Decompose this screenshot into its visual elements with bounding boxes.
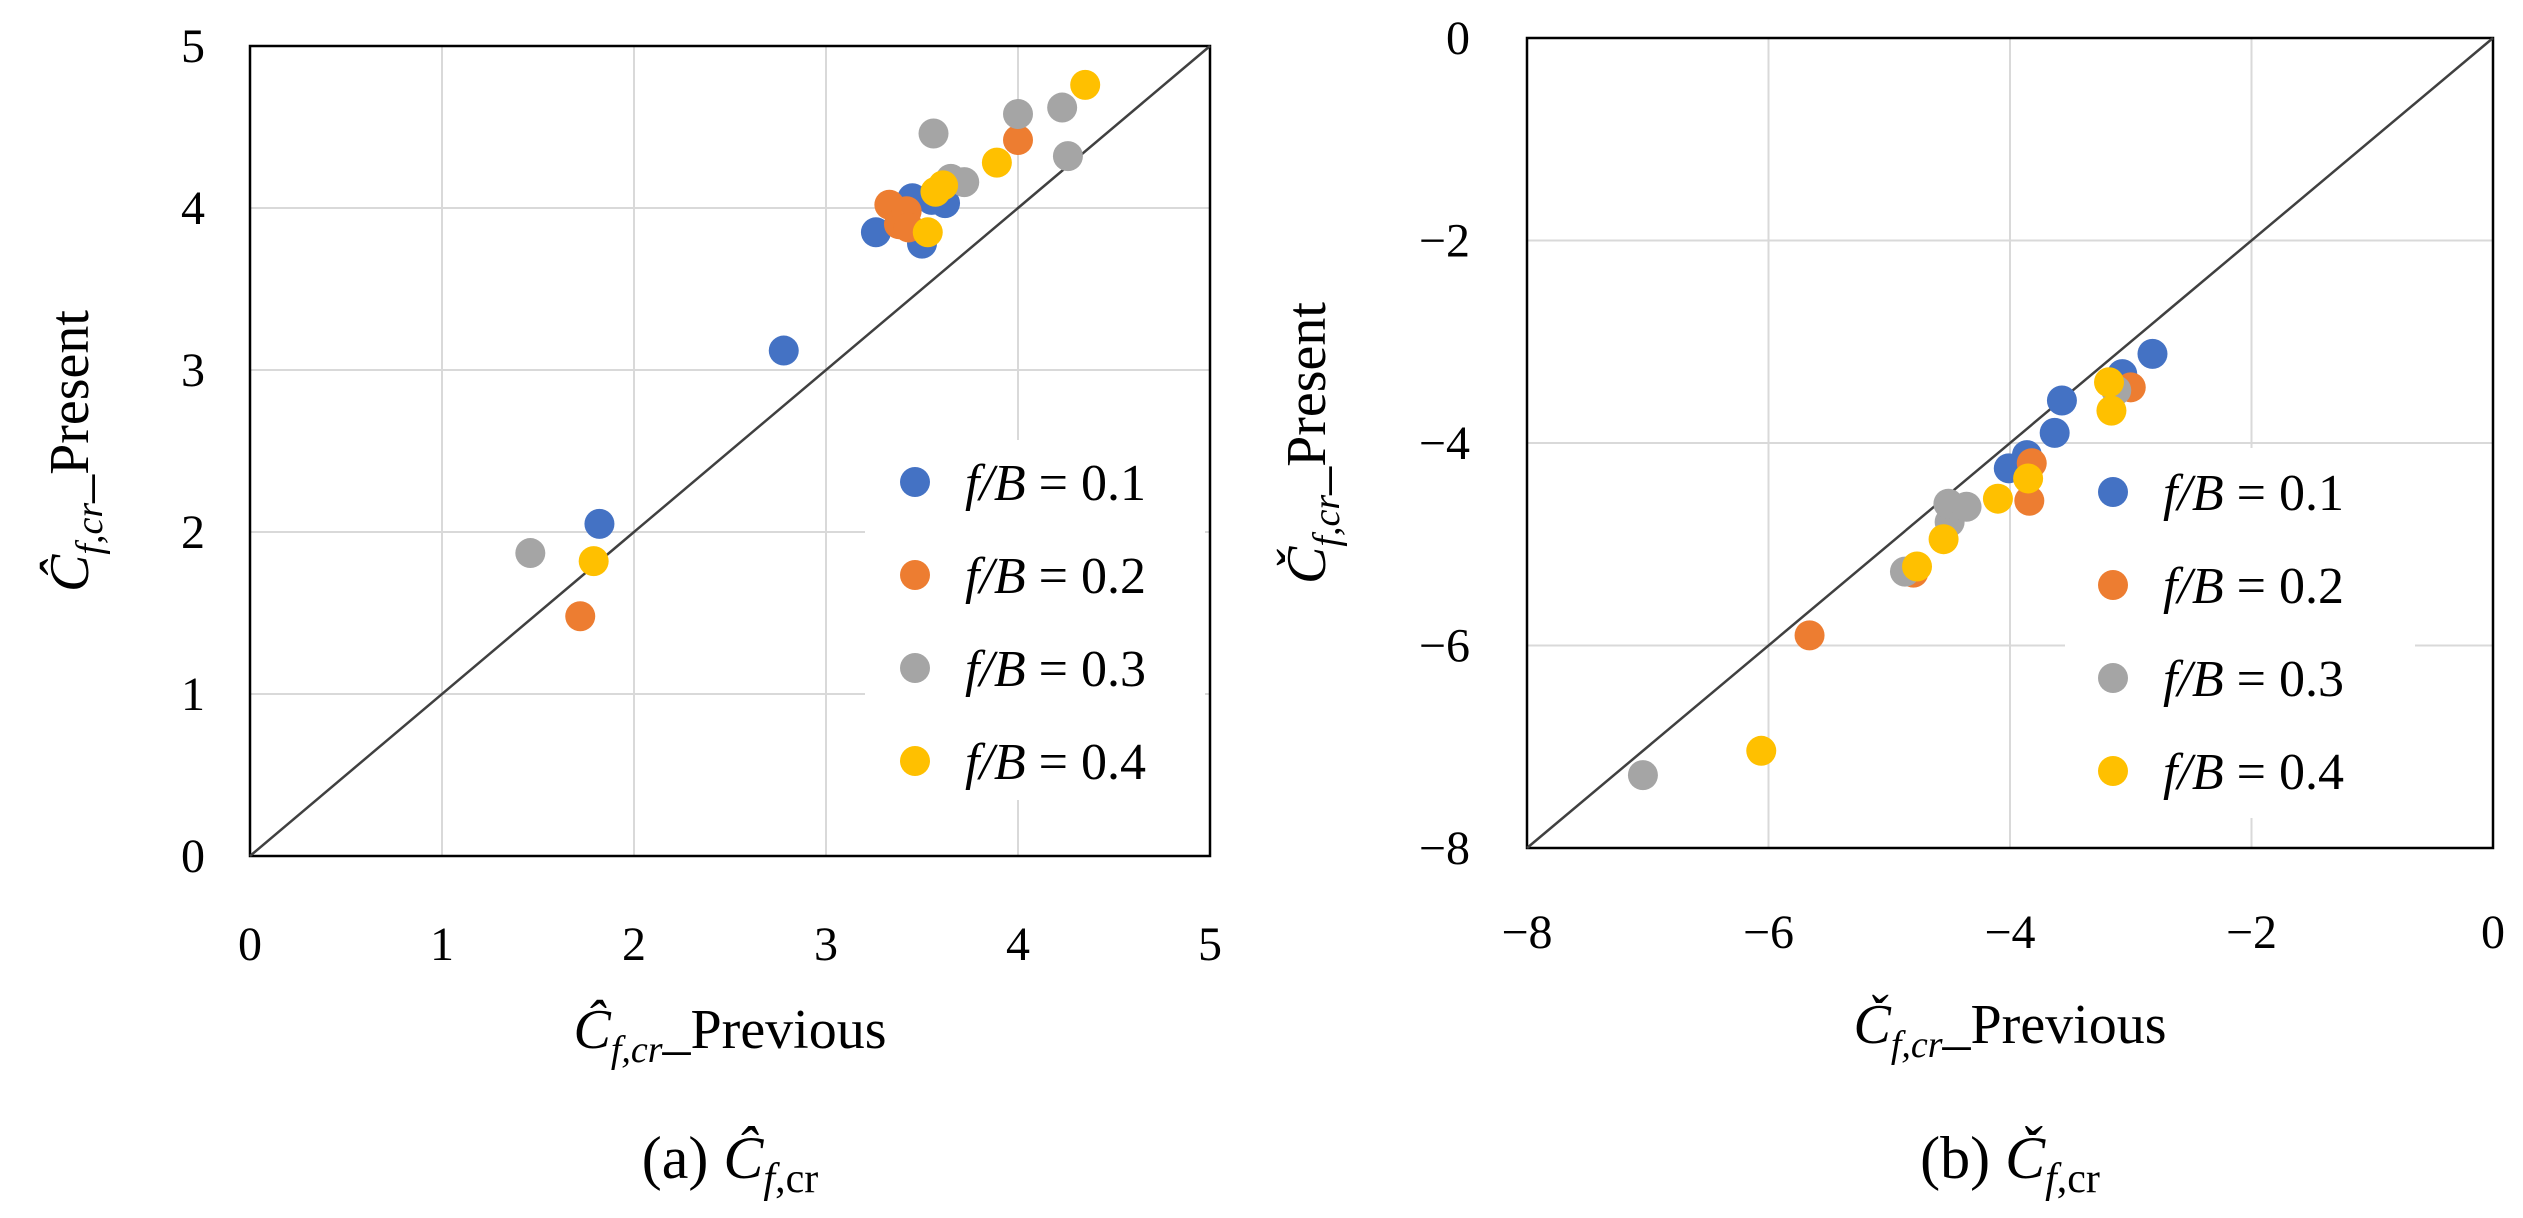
legend-label: f/B = 0.2 xyxy=(2163,558,2344,615)
x-axis-label: Ĉf,cr_Previous xyxy=(573,999,886,1071)
y-axis-label: Čf,cr_Present xyxy=(1276,302,1348,584)
y-tick-label: 0 xyxy=(181,830,205,883)
legend-background xyxy=(2065,448,2415,818)
plot-frame xyxy=(1525,36,2495,850)
data-point xyxy=(928,170,959,201)
plot-frame xyxy=(248,44,1212,858)
data-point xyxy=(2046,385,2077,416)
panel-caption: (b) Čf,cr xyxy=(1920,1125,2100,1202)
x-tick-label: −8 xyxy=(1501,906,1552,959)
data-point xyxy=(1070,69,1101,100)
x-tick-label: −4 xyxy=(1984,906,2035,959)
y-tick-label: 0 xyxy=(1446,12,1470,65)
x-tick-label: −6 xyxy=(1743,906,1794,959)
x-tick-label: 1 xyxy=(430,918,454,971)
y-tick-label: −2 xyxy=(1419,215,1470,268)
data-point xyxy=(2137,338,2168,369)
y-tick-label: 4 xyxy=(181,182,205,235)
panel-caption: (a) Ĉf,cr xyxy=(642,1125,818,1202)
panel-b: −8 −6 −4 −2 0 −8 −6 −4 −2 0 f/B = 0.1 f/B = 0.2 f/B … xyxy=(1276,12,2505,1202)
x-tick-label: −2 xyxy=(2226,906,2277,959)
data-point xyxy=(1047,92,1078,123)
y-tick-label: 3 xyxy=(181,344,205,397)
legend-label: f/B = 0.1 xyxy=(965,455,1146,512)
data-point xyxy=(1746,735,1777,766)
y-tick-label: 1 xyxy=(181,668,205,721)
legend-marker xyxy=(900,746,930,776)
data-point xyxy=(2096,395,2127,426)
data-point xyxy=(912,217,943,248)
data-point xyxy=(2094,367,2125,398)
data-point xyxy=(1951,491,1982,522)
legend-label: f/B = 0.3 xyxy=(2163,651,2344,708)
y-tick-label: 5 xyxy=(181,20,205,73)
y-tick-label: −4 xyxy=(1419,417,1470,470)
data-point xyxy=(565,601,596,632)
x-tick-label: 4 xyxy=(1006,918,1030,971)
data-point xyxy=(1052,141,1083,172)
legend-marker xyxy=(900,653,930,683)
data-point xyxy=(584,508,615,539)
data-point xyxy=(2014,485,2045,516)
data-point xyxy=(515,538,546,569)
legend-label: f/B = 0.4 xyxy=(2163,744,2344,801)
legend-marker xyxy=(900,560,930,590)
panel-a: 0 1 2 3 4 5 0 1 2 3 4 5 f/B = 0.1 f/B = 0.2 f/B = 0.3 f… xyxy=(39,20,1222,1202)
legend-label: f/B = 0.1 xyxy=(2163,465,2344,522)
data-point xyxy=(2013,463,2044,494)
y-tick-label: 2 xyxy=(181,506,205,559)
x-axis-label: Čf,cr_Previous xyxy=(1853,994,2166,1066)
y-tick-label: −6 xyxy=(1419,620,1470,673)
x-tick-label: 3 xyxy=(814,918,838,971)
y-axis-label: Ĉf,cr_Present xyxy=(39,310,111,592)
legend-label: f/B = 0.2 xyxy=(965,548,1146,605)
data-point xyxy=(1003,124,1033,155)
legend-marker xyxy=(2098,663,2128,693)
data-point xyxy=(1627,760,1658,791)
legend-marker xyxy=(2098,570,2128,600)
x-tick-label: 5 xyxy=(1198,918,1222,971)
x-tick-label: 2 xyxy=(622,918,646,971)
data-point xyxy=(2039,417,2070,448)
data-point xyxy=(1902,551,1933,582)
legend-marker xyxy=(2098,477,2128,507)
data-point xyxy=(578,546,609,577)
diagonal-line xyxy=(249,45,1211,857)
data-point xyxy=(1928,524,1959,555)
data-point xyxy=(1982,483,2013,514)
data-point xyxy=(1794,620,1825,651)
data-point xyxy=(1003,99,1033,130)
y-tick-label: −8 xyxy=(1419,822,1470,875)
x-tick-label: 0 xyxy=(2481,906,2505,959)
legend-label: f/B = 0.4 xyxy=(965,734,1146,791)
data-point xyxy=(918,118,949,149)
legend-label: f/B = 0.3 xyxy=(965,641,1146,698)
legend-background xyxy=(865,440,1205,800)
data-point xyxy=(981,147,1012,178)
diagonal-line xyxy=(1526,37,2494,849)
data-point xyxy=(768,335,799,366)
legend-marker xyxy=(2098,756,2128,786)
x-tick-label: 0 xyxy=(238,918,262,971)
legend-marker xyxy=(900,467,930,497)
data-point xyxy=(860,217,891,248)
